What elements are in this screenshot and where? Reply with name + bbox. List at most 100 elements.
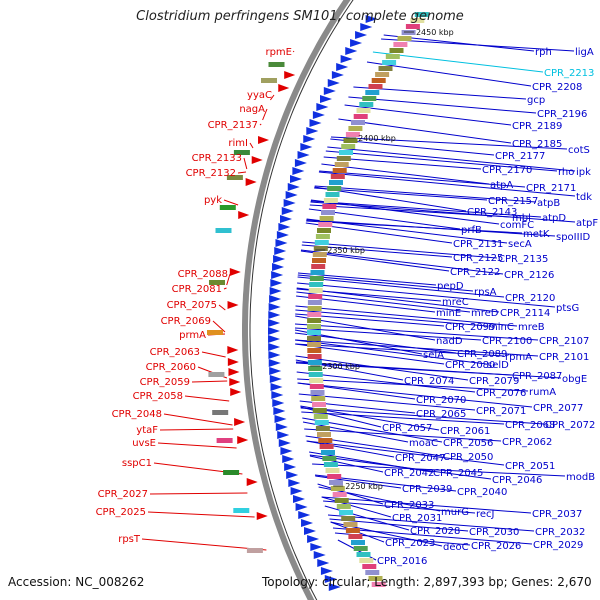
blue-strand-arrow: [355, 31, 368, 39]
right-gene-label: selA: [423, 350, 444, 361]
blue-strand-arrow: [293, 495, 305, 503]
left-gene-label: CPR_2075: [167, 300, 217, 311]
blue-strand-arrow: [300, 143, 313, 151]
left-gene-label: prmA: [179, 330, 206, 341]
genome-backbone: [242, 0, 351, 600]
gene-block: [321, 210, 335, 215]
gene-block: [313, 246, 328, 251]
right-connector: [304, 428, 502, 442]
topology-text: Topology: circular; Length: 2,897,393 bp…: [262, 575, 592, 589]
right-gene-label: atpA: [490, 180, 513, 191]
blue-strand-arrow: [298, 511, 311, 519]
gene-block: [319, 216, 334, 221]
left-connector: [226, 273, 231, 286]
left-gene-label: uvsE: [132, 438, 156, 449]
gene-block: [332, 492, 347, 497]
right-gene-label: selD: [487, 360, 509, 371]
gene-block: [308, 372, 323, 377]
left-connector: [147, 511, 255, 518]
red-strand-arrow: [251, 156, 263, 164]
gene-block: [339, 150, 353, 155]
right-gene-label: CPR_2031: [392, 513, 442, 524]
red-strand-arrow: [284, 71, 296, 79]
blue-strand-arrow: [268, 327, 281, 335]
left-connector: [262, 108, 268, 121]
gene-feature-blocks: [307, 12, 429, 587]
gene-block: [307, 360, 322, 365]
right-gene-label: metK: [523, 229, 550, 240]
right-gene-label: CPR_2033: [384, 500, 434, 511]
blue-strand-arrow: [268, 359, 281, 367]
gene-block: [393, 42, 408, 47]
right-gene-label: CPR_2208: [532, 82, 582, 93]
left-gene-label: rpmE: [265, 47, 292, 58]
red-strand-arrow: [245, 178, 257, 186]
left-connector: [157, 442, 237, 449]
gene-block: [345, 132, 360, 137]
left-gene-label: yyaC: [247, 90, 272, 101]
left-connector: [184, 395, 230, 402]
left-gene-label: CPR_2025: [96, 507, 146, 518]
gene-block: [311, 396, 326, 401]
right-gene-label: CPR_2068: [505, 420, 555, 431]
right-gene-label: CPR_2120: [505, 293, 555, 304]
gene-block: [322, 204, 337, 209]
kbp-label: 2300 kbp: [322, 362, 360, 371]
red-strand-arrow: [256, 512, 268, 520]
blue-strand-arrow: [269, 375, 282, 383]
right-gene-label: CPR_2051: [505, 461, 555, 472]
right-gene-label: CPR_2062: [502, 437, 552, 448]
right-gene-label: CPR_2057: [382, 423, 432, 434]
right-connector: [309, 454, 492, 480]
right-gene-label: CPR_2135: [498, 254, 548, 265]
left-gene-label: sspC1: [122, 458, 152, 469]
outer-gene-block: [223, 470, 240, 475]
right-gene-label: mreB: [518, 322, 545, 333]
blue-strand-arrow: [271, 391, 284, 399]
right-gene-label: CPR_2074: [404, 376, 454, 387]
right-connector: [314, 185, 537, 203]
right-gene-label: rpmA: [505, 352, 532, 363]
right-gene-label: nadD: [436, 336, 463, 347]
right-connector: [319, 170, 526, 188]
gene-block: [307, 312, 322, 317]
left-connector: [223, 199, 239, 206]
left-gene-label: ytaF: [136, 425, 158, 436]
gene-block: [348, 126, 363, 131]
right-connector: [321, 496, 532, 514]
red-strand-arrow: [229, 378, 241, 386]
right-gene-label: CPR_2071: [476, 406, 526, 417]
gene-block: [341, 144, 356, 149]
right-gene-label: CPR_2089: [457, 349, 507, 360]
blue-strand-arrow: [313, 551, 326, 559]
blue-strand-arrow: [312, 111, 325, 119]
right-connector: [338, 118, 512, 144]
gene-labels: rpmE yyaC nagA CPR_2137 rimI CPR_2133 CPR_2132…: [96, 47, 599, 567]
left-connector: [201, 351, 226, 358]
right-gene-label: pepD: [437, 281, 464, 292]
gene-block: [313, 414, 328, 419]
blue-strand-arrow: [278, 439, 291, 447]
genome-backbone-inner: [249, 0, 354, 600]
left-gene-label: CPR_2081: [172, 284, 222, 295]
right-connector: [296, 371, 476, 393]
gene-block: [307, 342, 322, 347]
blue-strand-arrow: [336, 63, 349, 71]
gene-block: [336, 156, 351, 161]
blue-strand-arrow: [275, 423, 288, 431]
right-connector: [295, 305, 518, 327]
kbp-label: 2400 kbp: [358, 134, 396, 143]
left-connector: [141, 538, 267, 551]
right-connector: [295, 355, 469, 381]
right-connector: [366, 61, 532, 87]
right-connector: [306, 440, 505, 466]
gene-block: [359, 558, 374, 563]
left-connector: [191, 380, 228, 383]
gene-block: [307, 354, 322, 359]
gene-block: [307, 348, 322, 353]
gene-block: [339, 510, 353, 515]
red-strand-arrow: [237, 436, 249, 444]
right-gene-label: secA: [508, 239, 532, 250]
right-connector: [309, 204, 512, 218]
